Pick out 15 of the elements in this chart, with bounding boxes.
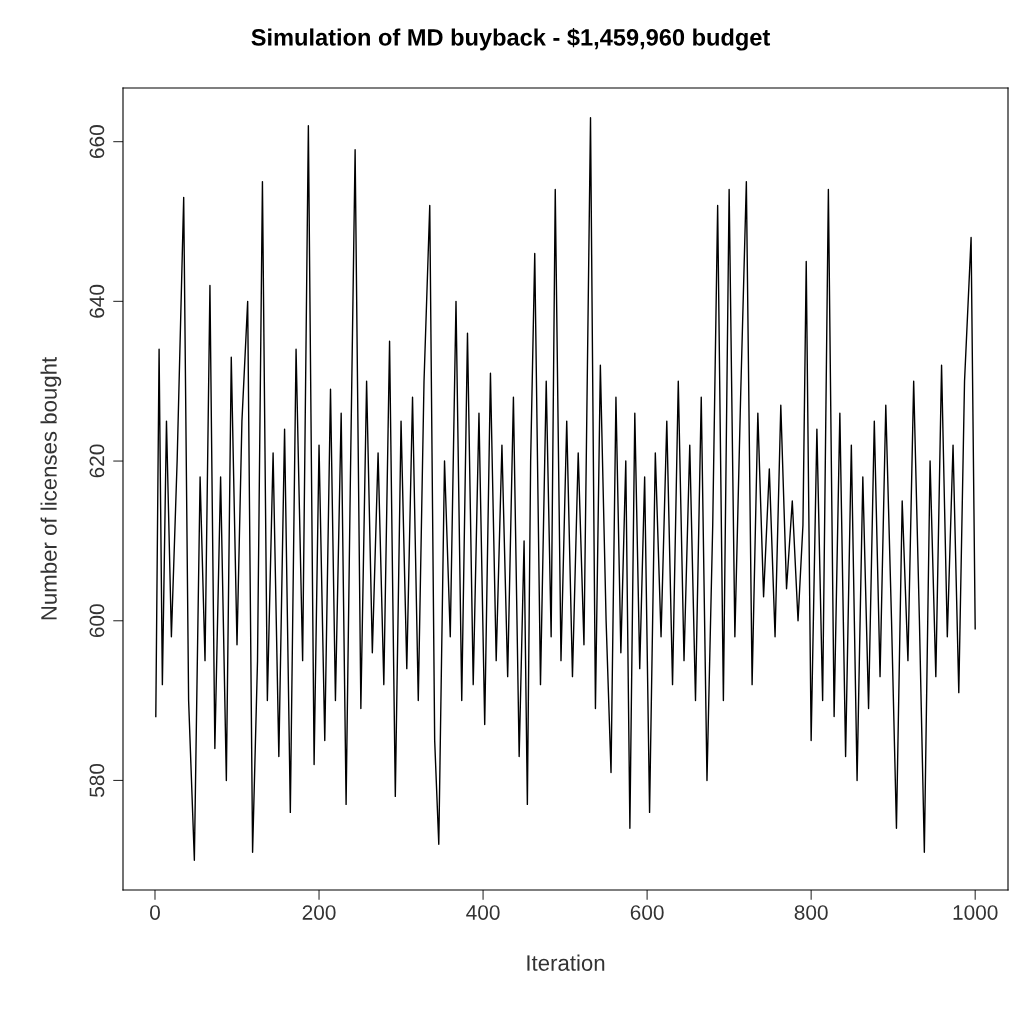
x-tick-label: 0 <box>150 905 160 920</box>
y-tick-label: 640 <box>89 284 105 318</box>
line-series <box>155 117 976 861</box>
x-tick-label: 800 <box>794 905 828 920</box>
y-tick-label: 580 <box>89 763 105 797</box>
y-tick-label: 620 <box>89 444 105 478</box>
y-axis-title: Number of licenses bought <box>40 356 62 620</box>
chart-title: Simulation of MD buyback - $1,459,960 budget <box>251 28 771 51</box>
x-tick-label: 400 <box>466 905 500 920</box>
x-tick-label: 1000 <box>953 905 998 920</box>
y-tick-label: 600 <box>89 604 105 638</box>
x-tick-label: 200 <box>302 905 336 920</box>
x-tick-label: 600 <box>630 905 664 920</box>
y-tick-label: 660 <box>89 125 105 158</box>
x-axis-title: Iteration <box>527 954 605 971</box>
